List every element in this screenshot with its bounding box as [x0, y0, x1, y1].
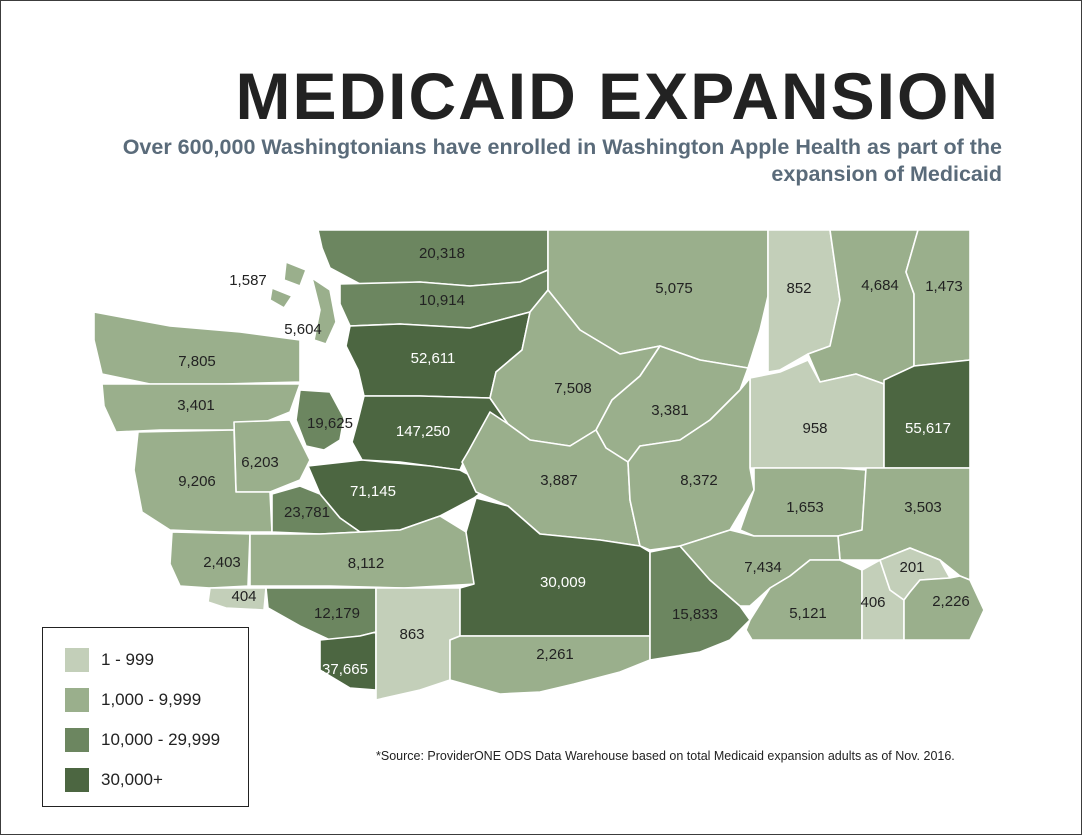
county-value-franklin: 7,434 [744, 559, 782, 576]
county-value-pierce: 71,145 [350, 483, 396, 500]
county-value-thurston: 23,781 [284, 504, 330, 521]
county-wahkiakum [207, 587, 267, 611]
county-value-island: 5,604 [284, 321, 322, 338]
county-value-spokane: 55,617 [905, 420, 951, 437]
legend-item: 1,000 - 9,999 [65, 688, 201, 712]
county-value-grays-harbor: 9,206 [178, 473, 216, 490]
county-value-grant: 8,372 [680, 472, 718, 489]
county-value-columbia: 406 [860, 594, 885, 611]
page-title: MEDICAID EXPANSION [235, 59, 1000, 133]
county-value-skagit: 10,914 [419, 292, 465, 309]
county-asotin [903, 575, 985, 641]
county-value-clallam: 7,805 [178, 353, 216, 370]
county-pend-oreille [905, 229, 971, 367]
page-subtitle: Over 600,000 Washingtonians have enrolle… [122, 135, 1002, 186]
county-grays-harbor [133, 429, 273, 533]
county-value-lincoln: 958 [802, 420, 827, 437]
county-value-stevens: 4,684 [861, 277, 899, 294]
legend-item: 30,000+ [65, 768, 163, 792]
legend-swatch [65, 688, 89, 712]
county-lincoln [749, 359, 885, 469]
county-skamania [375, 587, 461, 701]
county-value-walla-walla: 5,121 [789, 605, 827, 622]
legend-label: 1,000 - 9,999 [101, 690, 202, 709]
county-value-asotin: 2,226 [932, 593, 970, 610]
county-value-jefferson: 3,401 [177, 397, 215, 414]
county-value-garfield: 201 [899, 559, 924, 576]
legend-swatch [65, 648, 89, 672]
county-value-benton: 15,833 [672, 606, 718, 623]
legend-label: 1 - 999 [101, 650, 154, 669]
county-value-whitman: 3,503 [904, 499, 942, 516]
county-value-okanogan: 5,075 [655, 280, 693, 297]
county-value-cowlitz: 12,179 [314, 605, 360, 622]
county-value-san-juan: 1,587 [229, 272, 267, 289]
legend-item: 1 - 999 [65, 648, 154, 672]
county-value-adams: 1,653 [786, 499, 824, 516]
county-value-yakima: 30,009 [540, 574, 586, 591]
county-value-ferry: 852 [786, 280, 811, 297]
county-value-kitsap: 19,625 [307, 415, 353, 432]
county-kitsap [295, 389, 345, 451]
county-value-douglas: 3,381 [651, 402, 689, 419]
county-value-wahkiakum: 404 [231, 588, 256, 605]
county-spokane [883, 359, 971, 469]
county-value-pend-oreille: 1,473 [925, 278, 963, 295]
county-value-kittitas: 3,887 [540, 472, 578, 489]
county-san-juan [269, 261, 307, 309]
county-value-mason: 6,203 [241, 454, 279, 471]
legend-label: 30,000+ [101, 770, 163, 789]
legend-item: 10,000 - 29,999 [65, 728, 220, 752]
county-klickitat [449, 635, 651, 695]
legend-label: 10,000 - 29,999 [101, 730, 221, 749]
county-value-king: 147,250 [396, 423, 450, 440]
county-value-skamania: 863 [399, 626, 424, 643]
county-thurston [271, 485, 361, 535]
legend-swatch [65, 728, 89, 752]
county-value-whatcom: 20,318 [419, 245, 465, 262]
map-legend: 1 - 999 1,000 - 9,999 10,000 - 29,999 30… [42, 627, 249, 807]
county-value-lewis: 8,112 [348, 555, 384, 572]
county-value-snohomish: 52,611 [411, 350, 456, 367]
county-value-chelan: 7,508 [554, 380, 592, 397]
county-clallam [93, 311, 301, 385]
county-island [311, 277, 337, 345]
county-value-klickitat: 2,261 [536, 646, 574, 663]
source-note: *Source: ProviderONE ODS Data Warehouse … [376, 749, 955, 763]
county-value-pacific: 2,403 [203, 554, 241, 571]
legend-swatch [65, 768, 89, 792]
county-value-clark: 37,665 [322, 661, 368, 678]
